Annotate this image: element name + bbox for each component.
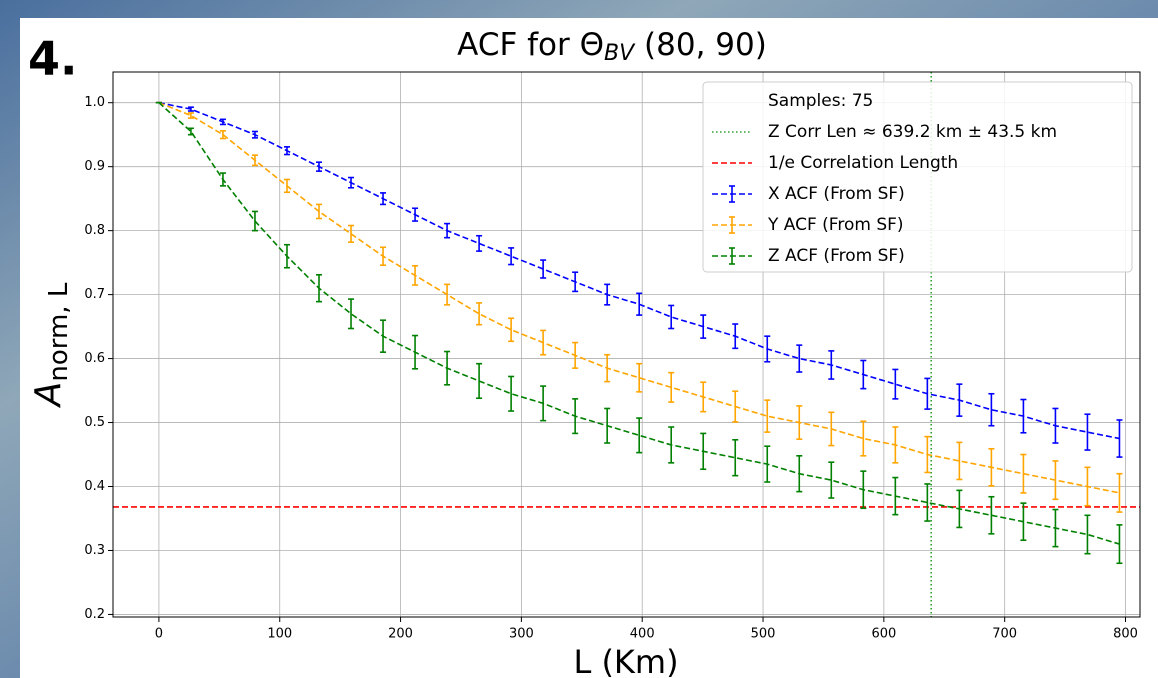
legend-box <box>702 81 1133 273</box>
plot-frame <box>112 71 1141 618</box>
y-tick-label: 1.0 <box>84 95 105 110</box>
legend-label: Samples: 75 <box>768 91 873 111</box>
legend-label: Z ACF (From SF) <box>768 246 905 266</box>
title-main: ACF for Θ <box>457 27 604 63</box>
x-tick-label: 0 <box>155 627 163 642</box>
title-sub: BV <box>604 41 636 66</box>
x-tick-label: 600 <box>871 627 896 642</box>
legend-label: 1/e Correlation Length <box>768 153 958 173</box>
legend-label: Y ACF (From SF) <box>767 215 904 235</box>
y-tick-label: 0.9 <box>84 159 105 174</box>
ylabel-main: A <box>28 382 69 409</box>
x-tick-label: 300 <box>509 627 534 642</box>
y-tick-label: 0.5 <box>84 415 105 430</box>
legend-label: Z Corr Len ≈ 639.2 km ± 43.5 km <box>768 122 1057 142</box>
x-tick-label: 400 <box>630 627 655 642</box>
legend-label: X ACF (From SF) <box>768 184 905 204</box>
x-tick-label: 800 <box>1113 627 1138 642</box>
y-tick-label: 0.6 <box>84 351 105 366</box>
y-tick-label: 0.3 <box>84 543 105 558</box>
title-rest: (80, 90) <box>634 27 767 63</box>
y-tick-label: 0.8 <box>84 223 105 238</box>
y-tick-label: 0.2 <box>84 607 105 622</box>
y-tick-label: 0.4 <box>84 479 105 494</box>
x-tick-label: 700 <box>992 627 1017 642</box>
y-axis-label: Anorm, L <box>28 282 74 408</box>
x-axis-label: L (Km) <box>573 643 678 678</box>
ylabel-sub: norm, L <box>44 282 74 381</box>
panel-label: 4. <box>28 32 77 86</box>
x-tick-label: 500 <box>751 627 776 642</box>
chart-title: ACF for ΘBV (80, 90) <box>457 27 767 67</box>
x-tick-label: 100 <box>267 627 292 642</box>
x-tick-label: 200 <box>388 627 413 642</box>
y-tick-label: 0.7 <box>84 287 105 302</box>
